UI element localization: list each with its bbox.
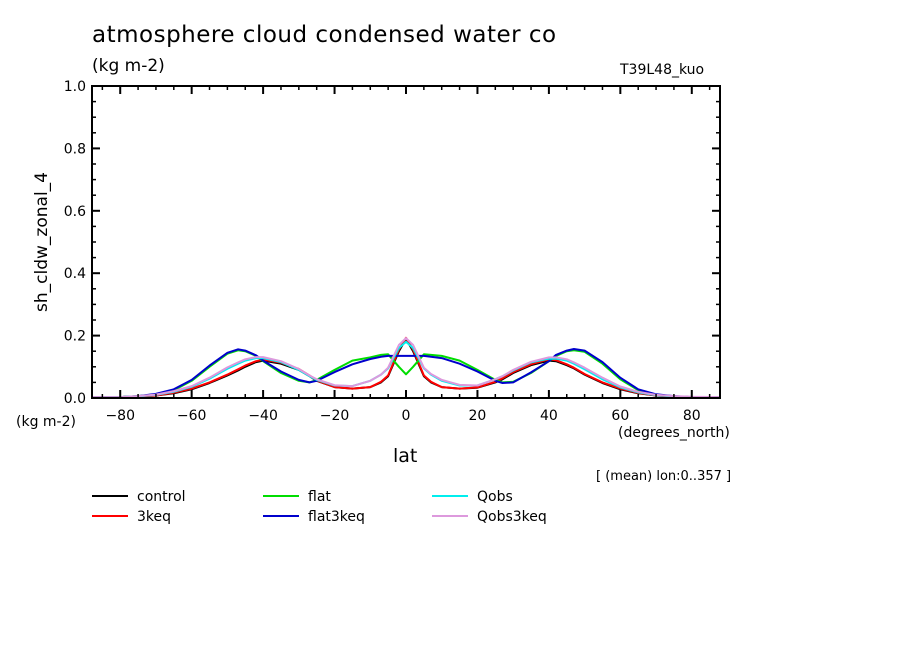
x-tick-label: −60 <box>177 408 207 424</box>
y-tick-label: 0.2 <box>64 329 86 345</box>
legend-label: flat <box>308 489 331 505</box>
legend-label: Qobs3keq <box>477 509 547 525</box>
x-tick-label: 60 <box>611 408 629 424</box>
y-tick-label: 0.4 <box>64 266 86 282</box>
tick-labels: −80 −60 −40 −20 0 20 40 60 80 0.0 0.2 0.4 0.6 0.8 1.0 <box>64 79 701 424</box>
x-tick-label: 20 <box>469 408 487 424</box>
x-tick-label: 0 <box>402 408 411 424</box>
y-tick-label: 0.0 <box>64 391 86 407</box>
y-tick-label: 1.0 <box>64 79 86 95</box>
series-line-flat3keq <box>91 348 721 399</box>
x-tick-label: 80 <box>683 408 701 424</box>
legend-label: flat3keq <box>308 509 365 525</box>
x-axis-label: lat <box>393 445 418 467</box>
x-tick-label: 40 <box>540 408 558 424</box>
legend-item-control: control <box>92 489 186 505</box>
chart-title: atmosphere cloud condensed water co <box>92 22 557 48</box>
series-lines <box>91 336 721 399</box>
plot-frame <box>91 85 721 399</box>
y-tick-label: 0.6 <box>64 204 86 220</box>
legend-item-flat: flat <box>263 489 331 505</box>
legend: control 3keq flat flat3keq Qobs Qobs3keq <box>92 489 547 525</box>
legend-item-flat3keq: flat3keq <box>263 509 365 525</box>
x-tick-label: −20 <box>320 408 350 424</box>
legend-item-qobs3keq: Qobs3keq <box>432 509 547 525</box>
legend-item-qobs: Qobs <box>432 489 513 505</box>
legend-label: 3keq <box>137 509 171 525</box>
x-tick-label: −80 <box>105 408 135 424</box>
y-axis-label: sh_cldw_zonal_4 <box>32 172 52 312</box>
x-tick-label: −40 <box>248 408 278 424</box>
x-axis-units: (degrees_north) <box>618 425 730 441</box>
series-line-qobs <box>91 340 721 399</box>
series-line-qobs3keq <box>92 337 721 399</box>
y-tick-label: 0.8 <box>64 141 86 157</box>
averaging-note: [ (mean) lon:0..357 ] <box>596 469 732 484</box>
legend-label: control <box>137 489 186 505</box>
legend-label: Qobs <box>477 489 513 505</box>
chart-units: (kg m-2) <box>92 56 165 76</box>
y-axis-units: (kg m-2) <box>16 414 76 430</box>
model-label: T39L48_kuo <box>620 62 705 78</box>
legend-item-3keq: 3keq <box>92 509 171 525</box>
ticks <box>92 85 720 399</box>
axes <box>91 85 721 399</box>
